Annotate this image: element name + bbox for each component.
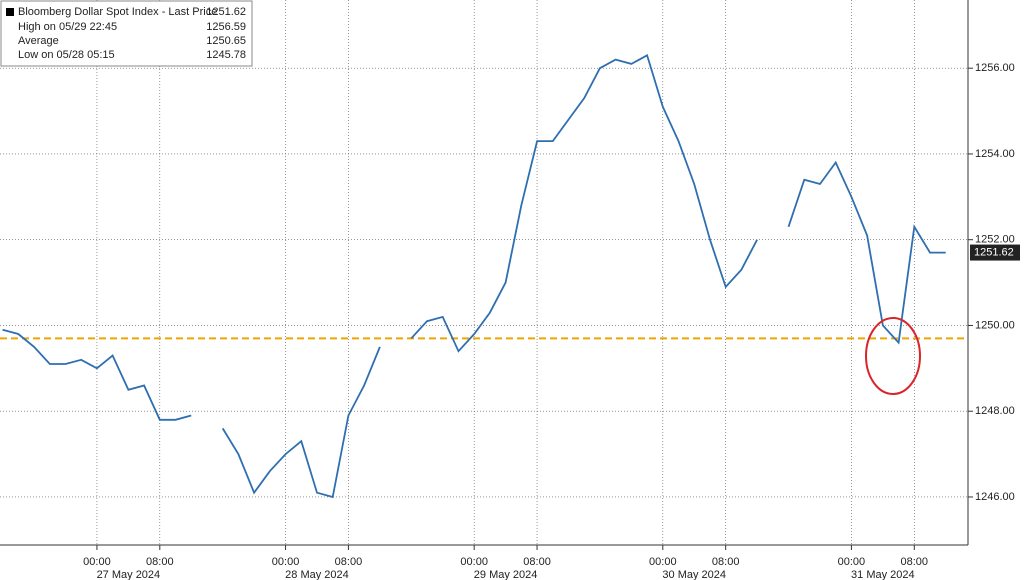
y-tick-label: 1252.00 bbox=[975, 234, 1015, 246]
date-label: 28 May 2024 bbox=[285, 569, 349, 580]
highlight-circle bbox=[865, 317, 921, 395]
legend-value: 1245.78 bbox=[206, 49, 246, 61]
x-tick-label: 00:00 bbox=[272, 556, 300, 568]
y-tick-label: 1250.00 bbox=[975, 319, 1015, 331]
chart-layer bbox=[0, 0, 973, 550]
legend-label: Low on 05/28 05:15 bbox=[18, 49, 115, 61]
x-tick-label: 08:00 bbox=[335, 556, 363, 568]
legend-title: Bloomberg Dollar Spot Index - Last Price bbox=[18, 6, 217, 18]
y-tick-label: 1248.00 bbox=[975, 405, 1015, 417]
price-line bbox=[2, 53, 946, 499]
x-tick-label: 08:00 bbox=[712, 556, 740, 568]
legend-value: 1256.59 bbox=[206, 21, 246, 33]
plot-area bbox=[0, 0, 968, 545]
x-tick-label: 00:00 bbox=[649, 556, 677, 568]
date-label: 31 May 2024 bbox=[851, 569, 915, 580]
date-label: 29 May 2024 bbox=[474, 569, 538, 580]
legend-swatch bbox=[6, 8, 14, 16]
legend-label: High on 05/29 22:45 bbox=[18, 21, 117, 33]
x-tick-label: 08:00 bbox=[146, 556, 174, 568]
y-tick-label: 1246.00 bbox=[975, 491, 1015, 503]
x-tick-label: 00:00 bbox=[460, 556, 488, 568]
y-tick-label: 1254.00 bbox=[975, 148, 1015, 160]
legend-label: Average bbox=[18, 35, 59, 47]
x-tick-label: 00:00 bbox=[838, 556, 866, 568]
date-label: 27 May 2024 bbox=[97, 569, 161, 580]
legend-box bbox=[0, 0, 253, 67]
x-tick-label: 08:00 bbox=[901, 556, 929, 568]
x-tick-label: 08:00 bbox=[523, 556, 551, 568]
x-tick-label: 00:00 bbox=[83, 556, 111, 568]
date-label: 30 May 2024 bbox=[662, 569, 726, 580]
legend-value: 1250.65 bbox=[206, 35, 246, 47]
legend: Bloomberg Dollar Spot Index - Last Price… bbox=[0, 0, 253, 67]
last-price-label: 1251.62 bbox=[974, 246, 1014, 258]
y-tick-label: 1256.00 bbox=[975, 62, 1015, 74]
last-price-box bbox=[970, 244, 1020, 261]
legend-value: 1251.62 bbox=[206, 6, 246, 18]
